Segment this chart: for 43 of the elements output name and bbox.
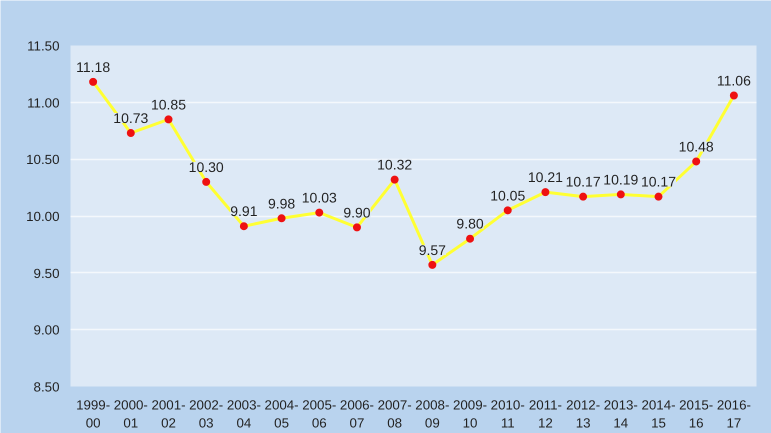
x-tick-label: 2005-06	[302, 398, 336, 430]
text: 9.57	[418, 242, 446, 258]
x-tick-label: 2016-17	[716, 398, 751, 430]
y-tick-label: 10.50	[26, 152, 60, 168]
text: 10.32	[377, 156, 412, 173]
x-tick-label: 2004-05	[264, 398, 299, 430]
text: 10.85	[150, 96, 186, 112]
text: 9.91	[230, 203, 258, 220]
x-tick-label: 2015-16	[679, 398, 714, 430]
text: 10.17	[566, 174, 601, 190]
text: 10.73	[113, 110, 148, 126]
x-tick-label: 2006-07	[340, 398, 374, 430]
text: 10.30	[188, 158, 224, 175]
x-tick-label: 2001-02	[151, 398, 186, 430]
text: 11.06	[716, 72, 751, 89]
text: 10.48	[678, 138, 714, 154]
x-tick-label: 2007-08	[378, 398, 412, 430]
text: 10.21	[528, 169, 563, 186]
x-tick-label: 2008-09	[415, 398, 450, 430]
y-tick-label: 11.00	[27, 95, 60, 110]
text: 9.80	[456, 216, 484, 232]
x-tick-label: 2000-01	[114, 398, 148, 430]
y-tick-label: 11.50	[27, 38, 60, 54]
x-tick-label: 2011-12	[528, 398, 562, 430]
text: 9.98	[268, 195, 296, 212]
text: 10.03	[302, 190, 337, 206]
x-tick-label: 2014-15	[641, 398, 676, 430]
y-tick-label: 10.00	[26, 209, 60, 224]
y-tick-label: 9.00	[34, 322, 60, 338]
text: 10.05	[490, 187, 526, 204]
y-tick-label: 8.50	[34, 380, 60, 394]
x-tick-label: 2012-13	[566, 398, 600, 430]
x-tick-label: 2003-04	[226, 398, 261, 430]
text: 10.19	[603, 171, 638, 188]
text: 9.90	[343, 204, 371, 220]
y-tick-label: 9.50	[34, 266, 60, 281]
x-tick-label: 2010-11	[490, 398, 525, 430]
x-tick-label: 2009-10	[452, 398, 488, 430]
x-tick-label: 1999-00	[76, 398, 110, 430]
text: 10.17	[640, 174, 676, 190]
x-tick-label: 2002-03	[189, 398, 224, 430]
x-tick-label: 2013-14	[604, 398, 638, 430]
text: 11.18	[76, 58, 110, 75]
